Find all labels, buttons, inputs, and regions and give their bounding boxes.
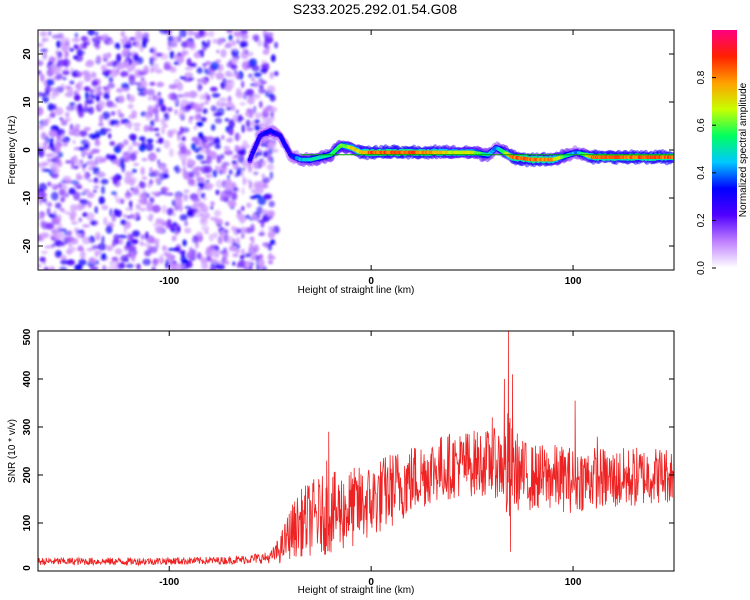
page-title: S233.2025.292.01.54.G08 bbox=[292, 1, 458, 17]
snr-y-axis-label: SNR (10 * v/v) bbox=[7, 419, 18, 483]
y-tick-label: 100 bbox=[22, 514, 33, 531]
y-tick-label: 0 bbox=[22, 147, 33, 153]
colorbar-tick-label: 0.4 bbox=[696, 165, 707, 179]
colorbar-tick-label: 0.6 bbox=[696, 118, 707, 132]
snr-x-axis-label: Height of straight line (km) bbox=[298, 585, 415, 596]
colorbar-label: Normalized spectral amplitude bbox=[738, 82, 749, 217]
spectrogram-y-axis-label: Frequency (Hz) bbox=[7, 116, 18, 185]
x-tick-label: 0 bbox=[368, 577, 374, 588]
x-tick-label: 0 bbox=[368, 276, 374, 287]
x-tick-label: 100 bbox=[565, 577, 582, 588]
colorbar-tick-label: 0.2 bbox=[696, 213, 707, 227]
signal-ridge bbox=[246, 124, 674, 168]
colorbar: 0.0 0.2 0.4 0.6 0.8 Normalized spectral ampl… bbox=[696, 30, 749, 275]
y-tick-label: 200 bbox=[22, 466, 33, 483]
spectrogram-x-axis-label: Height of straight line (km) bbox=[298, 285, 415, 296]
noise-region bbox=[38, 30, 280, 270]
y-tick-label: -10 bbox=[22, 190, 33, 205]
snr-frame bbox=[37, 330, 675, 572]
snr-panel: -100 0 100 0 100 200 300 400 500 Height of stra… bbox=[7, 328, 675, 596]
y-tick-label: 400 bbox=[22, 370, 33, 387]
x-tick-label: -100 bbox=[159, 276, 179, 287]
y-tick-label: -20 bbox=[22, 238, 33, 253]
y-tick-label: 0 bbox=[22, 565, 33, 571]
y-tick-label: 20 bbox=[22, 48, 33, 60]
colorbar-tick-label: 0.0 bbox=[696, 261, 707, 275]
snr-series-line bbox=[38, 331, 674, 567]
colorbar-tick-label: 0.8 bbox=[696, 70, 707, 84]
x-tick-label: -100 bbox=[159, 577, 179, 588]
colorbar-gradient bbox=[712, 30, 737, 268]
y-tick-label: 500 bbox=[22, 328, 33, 345]
y-tick-label: 10 bbox=[22, 96, 33, 108]
y-tick-label: 300 bbox=[22, 418, 33, 435]
x-tick-label: 100 bbox=[565, 276, 582, 287]
